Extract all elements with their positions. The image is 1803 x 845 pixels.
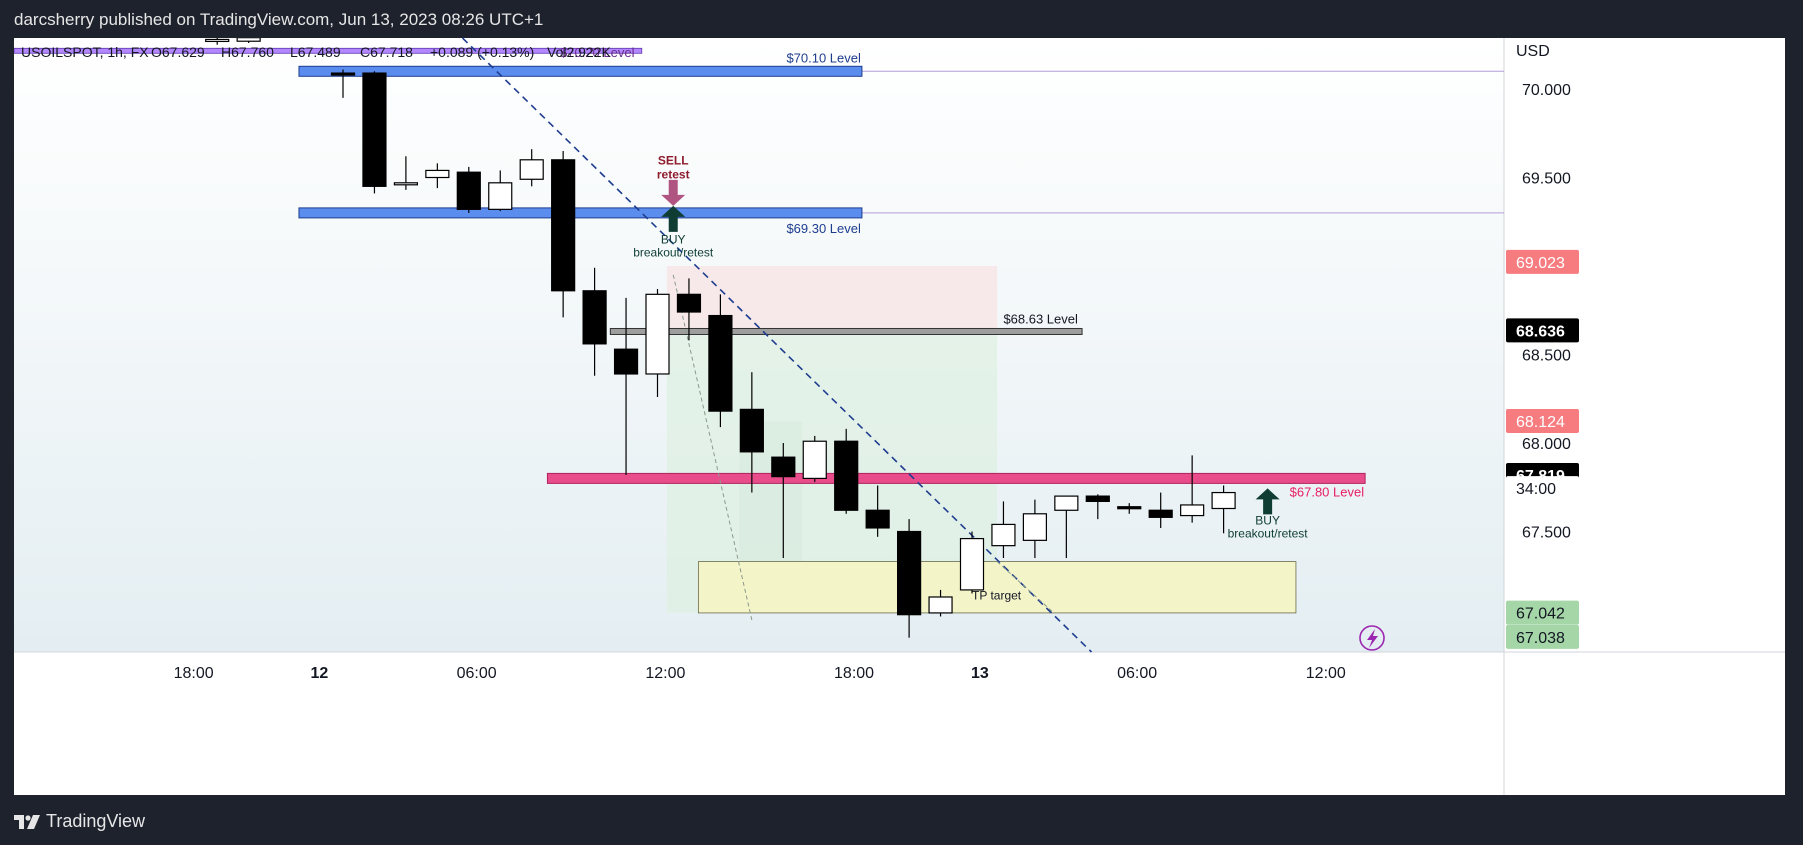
level-67-80-band[interactable] [546,472,1366,484]
candle-body[interactable] [456,171,481,210]
time-tick-label: 12:00 [1306,665,1346,682]
price-badge-label: 34:00 [1516,481,1556,498]
candle-body[interactable] [236,38,261,42]
candle-body[interactable] [488,182,513,210]
projection-dashed-line-2[interactable] [996,561,1055,614]
candle-body[interactable] [519,159,544,180]
price-badge[interactable] [1506,249,1579,274]
price-badge[interactable] [1506,476,1579,501]
candle-body[interactable] [645,293,670,375]
buy-breakout-label-2: breakout/retest [1228,526,1309,540]
alert-lightning-icon[interactable] [1359,625,1385,651]
candle-body[interactable] [613,348,639,375]
symbol-legend[interactable]: USOILSPOT, 1h, FX O67.629 H67.760 L67.48… [21,44,611,60]
price-badge[interactable] [1506,624,1579,649]
candle-body[interactable] [205,38,230,43]
candle-body[interactable] [582,290,607,345]
buy-label-2: BUY [1255,513,1280,527]
level-68-63-band[interactable] [609,327,1083,335]
sell-label: SELL [658,153,689,167]
candle-body[interactable] [991,523,1016,547]
candle-body[interactable] [425,169,450,179]
time-tick-label: 18:00 [174,665,214,682]
buy-label: BUY [661,232,686,246]
legend-change: +0.089 (+0.13%) [430,44,534,60]
time-tick-label: 12:00 [645,665,685,682]
legend-symbol[interactable]: USOILSPOT, 1h, FX [21,44,149,60]
candle-body[interactable] [1211,491,1236,510]
descending-trendline[interactable] [461,38,1093,653]
buy-arrow-icon-2[interactable] [1255,488,1280,515]
tradingview-brand[interactable]: TradingView [14,811,145,832]
price-chart[interactable]: TP target $70.20 Level $70.10 Level $69.30… [14,38,1785,795]
candle-body[interactable] [834,440,859,511]
legend-low: L67.489 [290,44,341,60]
level-67-80-label: $67.80 Level [1290,484,1365,499]
legend-close: C67.718 [360,44,413,60]
time-tick-label: 06:00 [1117,665,1157,682]
price-tick-label: 67.500 [1522,525,1571,542]
time-tick-label: 13 [971,665,989,682]
legend-open: O67.629 [151,44,205,60]
level-70-10-label: $70.10 Level [786,50,861,65]
candle-body[interactable] [739,408,764,453]
publish-text: darcsherry published on TradingView.com,… [14,10,544,29]
tradingview-logo-icon [14,814,40,829]
level-70-10-band[interactable] [298,65,863,77]
price-tick-label: 69.500 [1522,171,1571,188]
sell-arrow-icon[interactable] [661,179,686,206]
candle-body[interactable] [959,537,985,591]
candle-body[interactable] [1117,506,1142,510]
price-badge[interactable] [1506,600,1579,625]
projection-dashed-line[interactable] [672,274,753,621]
candle-body[interactable] [802,440,827,480]
level-68-63-label: $68.63 Level [1003,311,1078,326]
candle-body[interactable] [676,293,702,313]
candle-body[interactable] [551,159,576,292]
legend-volume: Vol2.922K [547,44,611,60]
candle-body[interactable] [362,72,387,187]
time-axis-background[interactable] [14,652,1785,795]
candle-body[interactable] [896,530,922,616]
currency-label: USD [1516,43,1550,60]
price-badge-label: 67.042 [1516,606,1565,623]
legend-high: H67.760 [221,44,274,60]
candle-body[interactable] [1054,495,1079,511]
tp-target-label: TP target [972,589,1022,603]
price-badge-label: 69.023 [1516,255,1565,272]
candle-body[interactable] [393,182,418,186]
price-tick-label: 68.000 [1522,436,1571,453]
time-tick-label: 12 [311,665,329,682]
candle-body[interactable] [1085,495,1110,503]
price-badge-label: 68.636 [1516,323,1565,340]
tp-target-zone[interactable] [697,561,1297,614]
candle-body[interactable] [1180,504,1205,517]
time-tick-label: 06:00 [457,665,497,682]
level-69-30-band[interactable] [298,207,863,219]
price-badge-label: 68.124 [1516,414,1565,431]
price-axis-background[interactable] [1504,38,1785,652]
candle-body[interactable] [928,596,953,614]
level-70-20-label: $70.20 Level [560,45,635,60]
buy-arrow-icon[interactable] [661,205,686,232]
candle-body[interactable] [865,509,890,529]
price-tick-label: 68.500 [1522,348,1571,365]
level-70-20-line[interactable] [14,47,643,54]
price-badge[interactable] [1506,409,1579,434]
publish-header: darcsherry published on TradingView.com,… [0,0,1803,38]
sell-retest-label: retest [657,167,690,181]
price-badge[interactable] [1506,318,1579,343]
price-tick-label: 70.000 [1522,82,1571,99]
price-badge-label: 67.038 [1516,630,1565,647]
time-tick-label: 18:00 [834,665,874,682]
candle-body[interactable] [1022,513,1048,541]
candle-body[interactable] [1148,509,1173,518]
tradingview-brand-label: TradingView [46,811,146,831]
level-69-30-label: $69.30 Level [786,221,861,236]
candle-body[interactable] [771,456,796,478]
candle-body[interactable] [708,314,733,412]
candle-body[interactable] [330,72,356,76]
buy-breakout-label: breakout/retest [633,245,714,259]
